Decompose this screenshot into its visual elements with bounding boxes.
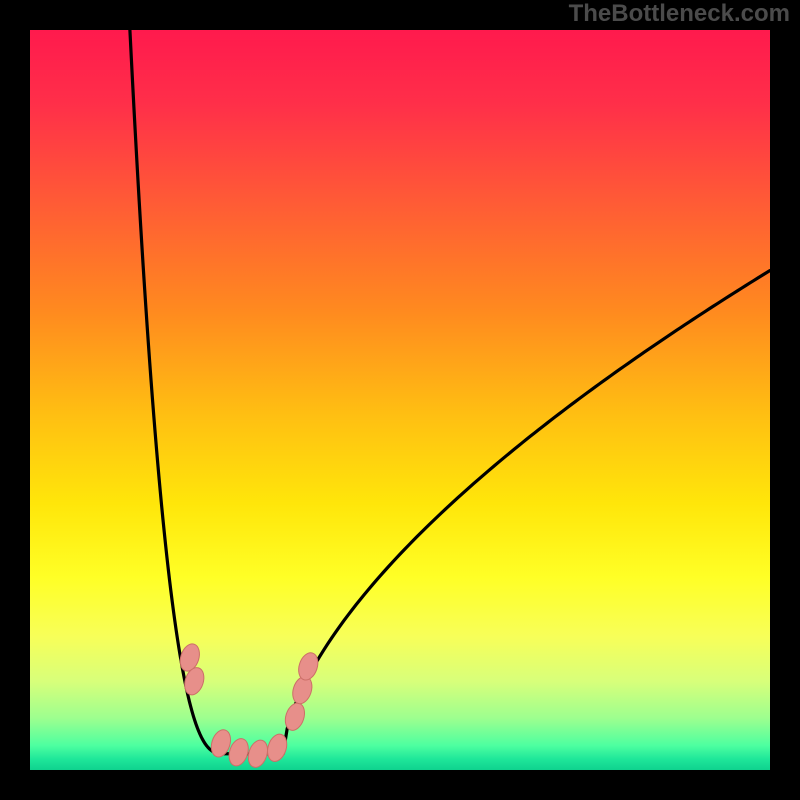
bottleneck-chart <box>0 0 800 800</box>
plot-area <box>30 30 770 770</box>
chart-stage: TheBottleneck.com <box>0 0 800 800</box>
watermark-text: TheBottleneck.com <box>569 0 790 28</box>
